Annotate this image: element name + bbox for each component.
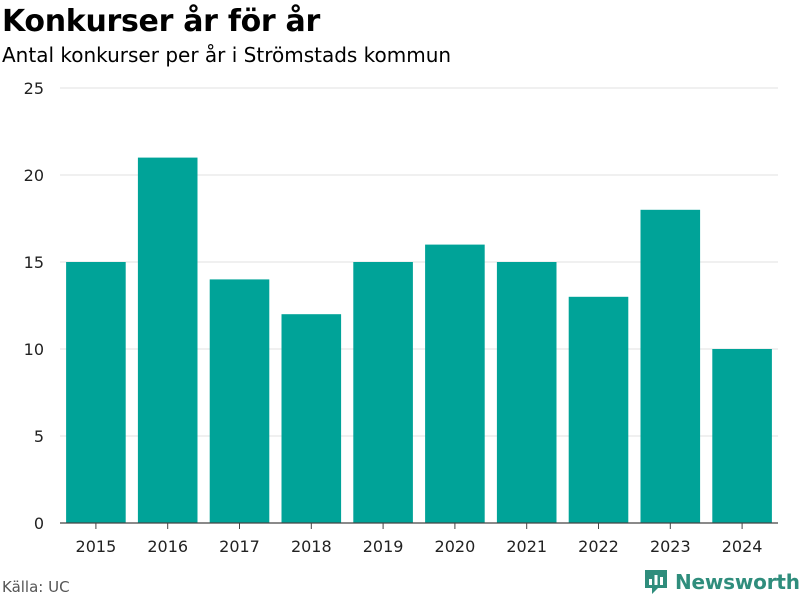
bar bbox=[137, 157, 198, 523]
y-tick-label: 0 bbox=[34, 514, 44, 533]
chart-subtitle: Antal konkurser per år i Strömstads komm… bbox=[2, 43, 452, 67]
x-tick-label: 2017 bbox=[219, 537, 260, 556]
x-tick-label: 2019 bbox=[363, 537, 404, 556]
source-note: Källa: UC bbox=[2, 578, 70, 596]
chart-title: Konkurser år för år bbox=[2, 4, 320, 39]
x-tick-label: 2015 bbox=[76, 537, 117, 556]
x-tick-label: 2020 bbox=[435, 537, 476, 556]
bar bbox=[209, 279, 270, 523]
x-tick-label: 2016 bbox=[147, 537, 188, 556]
x-tick-label: 2024 bbox=[722, 537, 763, 556]
x-tick-label: 2022 bbox=[578, 537, 619, 556]
newsworthy-logo-icon bbox=[645, 570, 667, 594]
bar bbox=[66, 262, 126, 523]
y-tick-label: 25 bbox=[24, 79, 44, 98]
bar bbox=[712, 349, 772, 523]
bar bbox=[425, 244, 485, 523]
brand-logo: Newsworthy bbox=[643, 568, 800, 596]
brand-name: Newsworthy bbox=[675, 570, 800, 594]
bar bbox=[281, 314, 342, 523]
y-tick-label: 20 bbox=[24, 166, 44, 185]
y-tick-label: 10 bbox=[24, 340, 44, 359]
y-tick-label: 5 bbox=[34, 427, 44, 446]
x-tick-label: 2018 bbox=[291, 537, 332, 556]
bar bbox=[568, 296, 629, 523]
y-tick-label: 15 bbox=[24, 253, 44, 272]
bar bbox=[640, 209, 701, 524]
bar bbox=[353, 262, 413, 523]
x-tick-label: 2021 bbox=[506, 537, 547, 556]
bar bbox=[496, 262, 557, 523]
x-tick-label: 2023 bbox=[650, 537, 691, 556]
